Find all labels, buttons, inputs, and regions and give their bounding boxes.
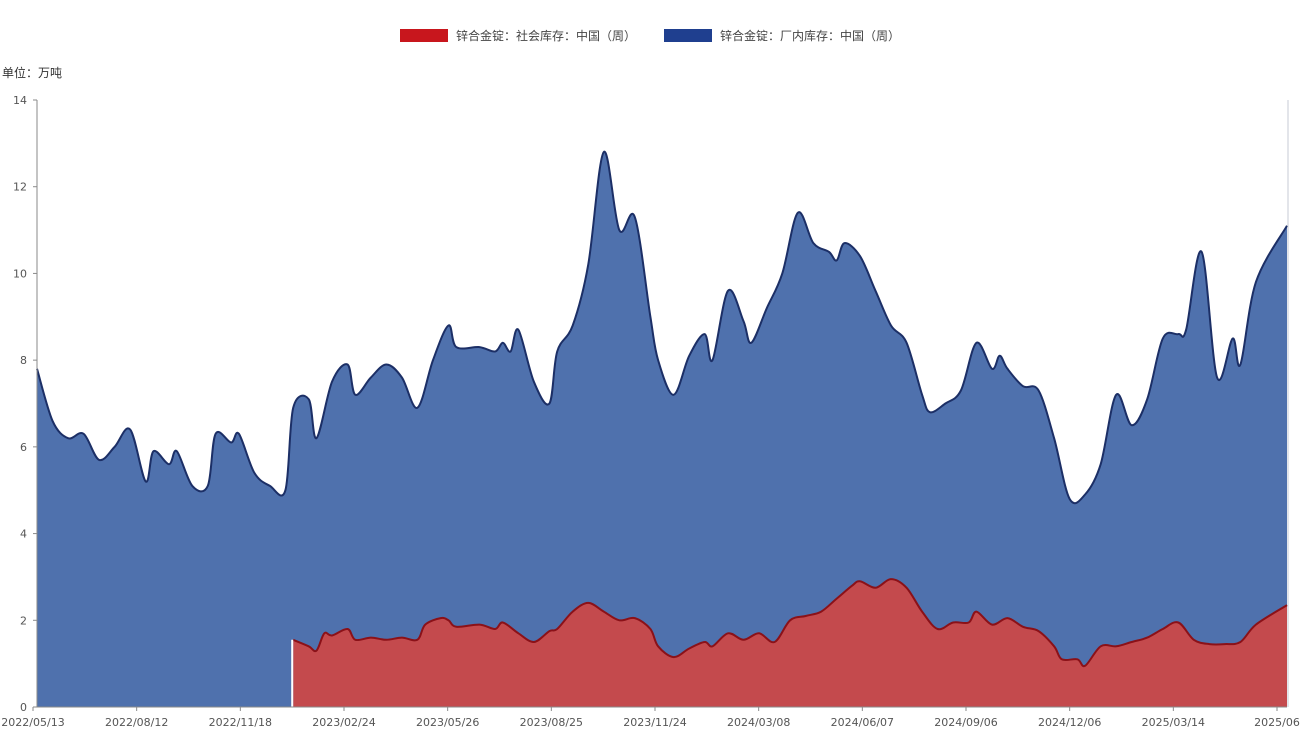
y-tick-label: 0 bbox=[20, 701, 27, 714]
x-tick-label: 2024/09/06 bbox=[934, 716, 997, 729]
unit-label: 单位：万吨 bbox=[2, 66, 63, 80]
y-tick-label: 8 bbox=[20, 354, 27, 367]
legend-swatch-factory bbox=[664, 29, 712, 42]
legend-label-social: 锌合金锭：社会库存：中国（周） bbox=[455, 29, 636, 43]
x-tick-label: 2023/05/26 bbox=[416, 716, 479, 729]
series-area-social bbox=[293, 579, 1287, 707]
y-tick-label: 6 bbox=[20, 441, 27, 454]
x-tick-label: 2023/08/25 bbox=[520, 716, 583, 729]
y-tick-label: 12 bbox=[13, 181, 27, 194]
x-tick-label: 2022/11/18 bbox=[209, 716, 272, 729]
x-tick-label: 2024/06/07 bbox=[831, 716, 894, 729]
x-tick-label: 2024/03/08 bbox=[727, 716, 790, 729]
x-tick-label: 2025/03/14 bbox=[1142, 716, 1205, 729]
y-tick-label: 14 bbox=[13, 94, 27, 107]
series-area-factory bbox=[37, 151, 1287, 707]
legend-swatch-social bbox=[399, 29, 448, 42]
x-tick-label: 2023/02/24 bbox=[312, 716, 375, 729]
legend-item-factory-inventory[interactable]: 锌合金锭：厂内库存：中国（周） bbox=[664, 27, 900, 44]
x-tick-label: 2025/06 bbox=[1254, 716, 1300, 729]
x-tick-label: 2022/05/13 bbox=[1, 716, 64, 729]
y-tick-label: 2 bbox=[20, 614, 27, 627]
series-line-social bbox=[292, 578, 1288, 668]
legend-item-social-inventory[interactable]: 锌合金锭：社会库存：中国（周） bbox=[399, 27, 636, 44]
legend-label-factory: 锌合金锭：厂内库存：中国（周） bbox=[720, 29, 901, 43]
x-tick-label: 2024/12/06 bbox=[1038, 716, 1101, 729]
y-tick-label: 4 bbox=[20, 528, 27, 541]
x-tick-label: 2023/11/24 bbox=[623, 716, 686, 729]
legend: 锌合金锭：社会库存：中国（周） 锌合金锭：厂内库存：中国（周） bbox=[0, 27, 1300, 44]
y-tick-label: 10 bbox=[13, 267, 27, 280]
series-line-factory bbox=[36, 150, 1288, 505]
x-tick-label: 2022/08/12 bbox=[105, 716, 168, 729]
